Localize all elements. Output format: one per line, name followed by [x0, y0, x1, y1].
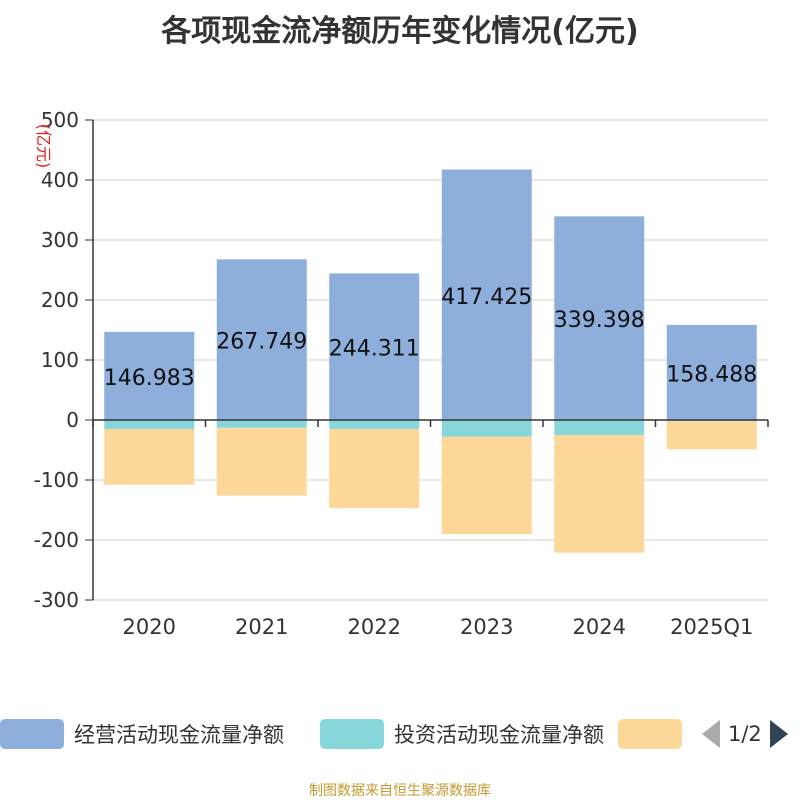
y-axis-unit-label: (亿元) [34, 124, 53, 169]
legend: 经营活动现金流量净额 投资活动现金流量净额 1/2 [0, 718, 800, 750]
y-tick-label: 0 [66, 408, 79, 432]
y-tick-label: -300 [34, 588, 79, 612]
data-source-note: 制图数据来自恒生聚源数据库 [309, 783, 491, 799]
legend-label-investing: 投资活动现金流量净额 [394, 723, 604, 747]
next-page-icon[interactable] [769, 720, 788, 748]
bar-2024-series-2 [554, 435, 645, 553]
x-tick-label: 2023 [460, 615, 513, 639]
bar-2024-series-0 [554, 216, 645, 420]
data-label-2022: 244.311 [329, 337, 420, 362]
x-tick-label: 2020 [123, 615, 176, 639]
y-tick-label: 400 [41, 168, 79, 192]
data-label-2020: 146.983 [104, 366, 195, 391]
legend-item-operating[interactable]: 经营活动现金流量净额 [0, 718, 284, 750]
prev-page-icon[interactable] [702, 720, 720, 748]
bar-2023-series-0 [441, 169, 532, 420]
bar-2023-series-2 [441, 436, 532, 534]
x-tick-label: 2021 [235, 615, 288, 639]
bar-2022-series-1 [329, 420, 420, 429]
data-label-2024: 339.398 [554, 308, 645, 333]
bar-2021-series-0 [216, 259, 307, 420]
y-tick-label: 300 [41, 228, 79, 252]
y-tick-label: 100 [41, 348, 79, 372]
bar-2020-series-2 [104, 429, 195, 485]
legend-pager: 1/2 [702, 718, 788, 750]
legend-swatch-investing [320, 719, 384, 749]
bar-2022-series-2 [329, 429, 420, 509]
legend-swatch-operating [0, 719, 64, 749]
y-tick-label: -200 [34, 528, 79, 552]
legend-item-investing[interactable]: 投资活动现金流量净额 [320, 718, 604, 750]
legend-page-indicator: 1/2 [728, 722, 762, 746]
chart-title: 各项现金流净额历年变化情况(亿元) [161, 14, 639, 49]
bar-2025Q1-series-0 [666, 324, 757, 420]
x-tick-label: 2022 [348, 615, 401, 639]
data-label-2021: 267.749 [216, 330, 307, 355]
legend-label-operating: 经营活动现金流量净额 [74, 723, 284, 747]
y-tick-label: 500 [41, 108, 79, 132]
bar-2021-series-2 [216, 427, 307, 496]
y-tick-label: 200 [41, 288, 79, 312]
bar-2021-series-1 [216, 420, 307, 428]
legend-item-financing[interactable] [618, 718, 682, 750]
data-label-2025Q1: 158.488 [666, 362, 757, 387]
x-tick-label: 2025Q1 [670, 615, 753, 639]
data-label-2023: 417.425 [441, 285, 532, 310]
bar-2020-series-1 [104, 420, 195, 429]
bar-2025Q1-series-2 [666, 421, 757, 450]
bar-2023-series-1 [441, 420, 532, 437]
x-tick-label: 2024 [573, 615, 626, 639]
bar-2024-series-1 [554, 420, 645, 435]
bar-2020-series-0 [104, 331, 195, 420]
legend-swatch-financing [618, 719, 682, 749]
y-tick-label: -100 [34, 468, 79, 492]
bar-2022-series-0 [329, 273, 420, 420]
